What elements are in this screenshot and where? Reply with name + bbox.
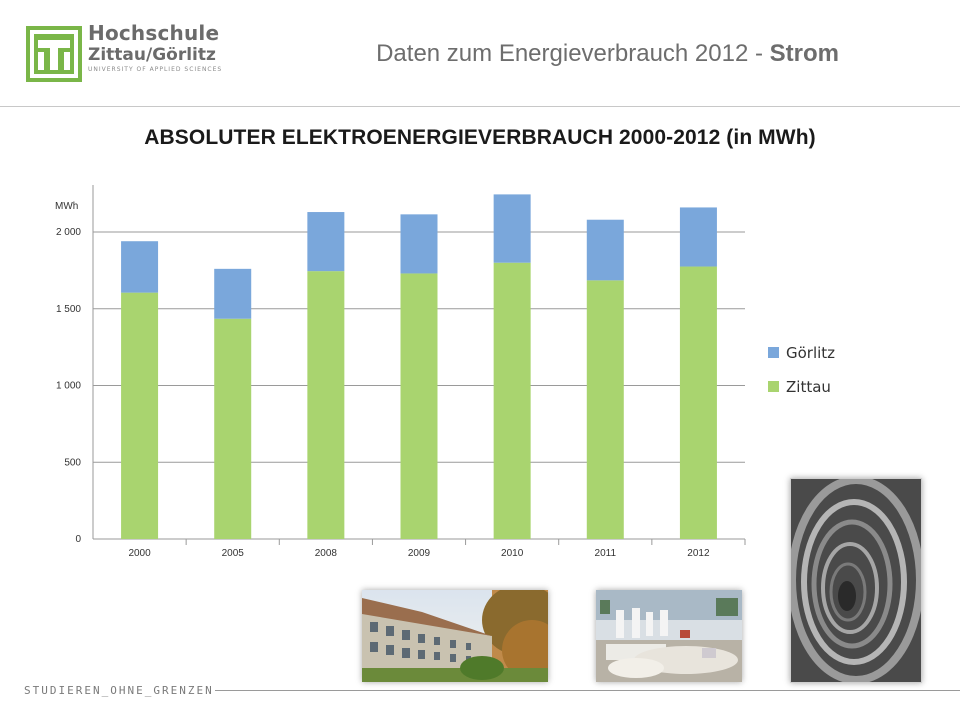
bar-zittau-2000 — [121, 292, 159, 539]
x-tick-label: 2010 — [501, 548, 524, 559]
y-tick-label: 1 000 — [56, 381, 81, 392]
bar-zittau-2005 — [214, 318, 252, 539]
y-tick-label: 2 000 — [56, 227, 81, 238]
logo-mark-icon — [26, 26, 82, 82]
y-axis-label: MWh — [55, 201, 78, 212]
laboratory-photo — [596, 590, 742, 682]
x-tick-label: 2008 — [315, 548, 338, 559]
footer-divider — [215, 690, 960, 691]
x-tick-label: 2012 — [687, 548, 710, 559]
spiral-staircase-photo — [790, 478, 922, 683]
campus-building-photo — [362, 590, 548, 682]
bar-grlitz-2000 — [121, 241, 159, 293]
bar-grlitz-2005 — [214, 268, 252, 319]
x-tick-label: 2005 — [222, 548, 245, 559]
legend-swatch-zittau — [768, 381, 779, 392]
bar-zittau-2009 — [400, 273, 438, 539]
logo-line-2: Zittau/Görlitz — [88, 45, 216, 65]
header-divider — [0, 106, 960, 107]
bar-grlitz-2008 — [307, 212, 345, 272]
x-tick-label: 2011 — [595, 548, 617, 559]
bar-zittau-2008 — [307, 271, 345, 539]
chart-title: ABSOLUTER ELEKTROENERGIEVERBRAUCH 2000-2… — [144, 126, 816, 149]
bar-zittau-2011 — [586, 280, 624, 539]
bar-grlitz-2012 — [679, 207, 717, 267]
bar-zittau-2012 — [679, 266, 717, 539]
footer-slogan: STUDIEREN_OHNE_GRENZEN — [24, 684, 214, 697]
bar-grlitz-2011 — [586, 219, 624, 281]
y-tick-label: 0 — [75, 534, 81, 545]
x-tick-label: 2009 — [408, 548, 431, 559]
header-title-bold: Strom — [769, 40, 839, 67]
university-logo: Hochschule Zittau/Görlitz UNIVERSITY OF … — [22, 22, 232, 84]
bar-grlitz-2009 — [400, 214, 438, 274]
logo-line-1: Hochschule — [88, 21, 220, 45]
header-title-prefix: Daten zum Energieverbrauch 2012 - — [376, 40, 770, 67]
logo-line-3: UNIVERSITY OF APPLIED SCIENCES — [88, 66, 223, 73]
bar-zittau-2010 — [493, 262, 531, 539]
y-tick-label: 500 — [64, 457, 81, 468]
x-tick-label: 2000 — [128, 548, 151, 559]
legend-swatch-grlitz — [768, 347, 779, 358]
y-tick-label: 1 500 — [56, 304, 81, 315]
bar-grlitz-2010 — [493, 194, 531, 263]
legend-label-grlitz: Görlitz — [786, 344, 835, 362]
stacked-bar-chart: 0 500 1 000 1 500 2 000 MWh 2000 2005 2008 2009 20… — [55, 185, 835, 559]
page-header-title: Daten zum Energieverbrauch 2012 - Strom — [376, 40, 839, 68]
legend-label-zittau: Zittau — [786, 378, 831, 396]
